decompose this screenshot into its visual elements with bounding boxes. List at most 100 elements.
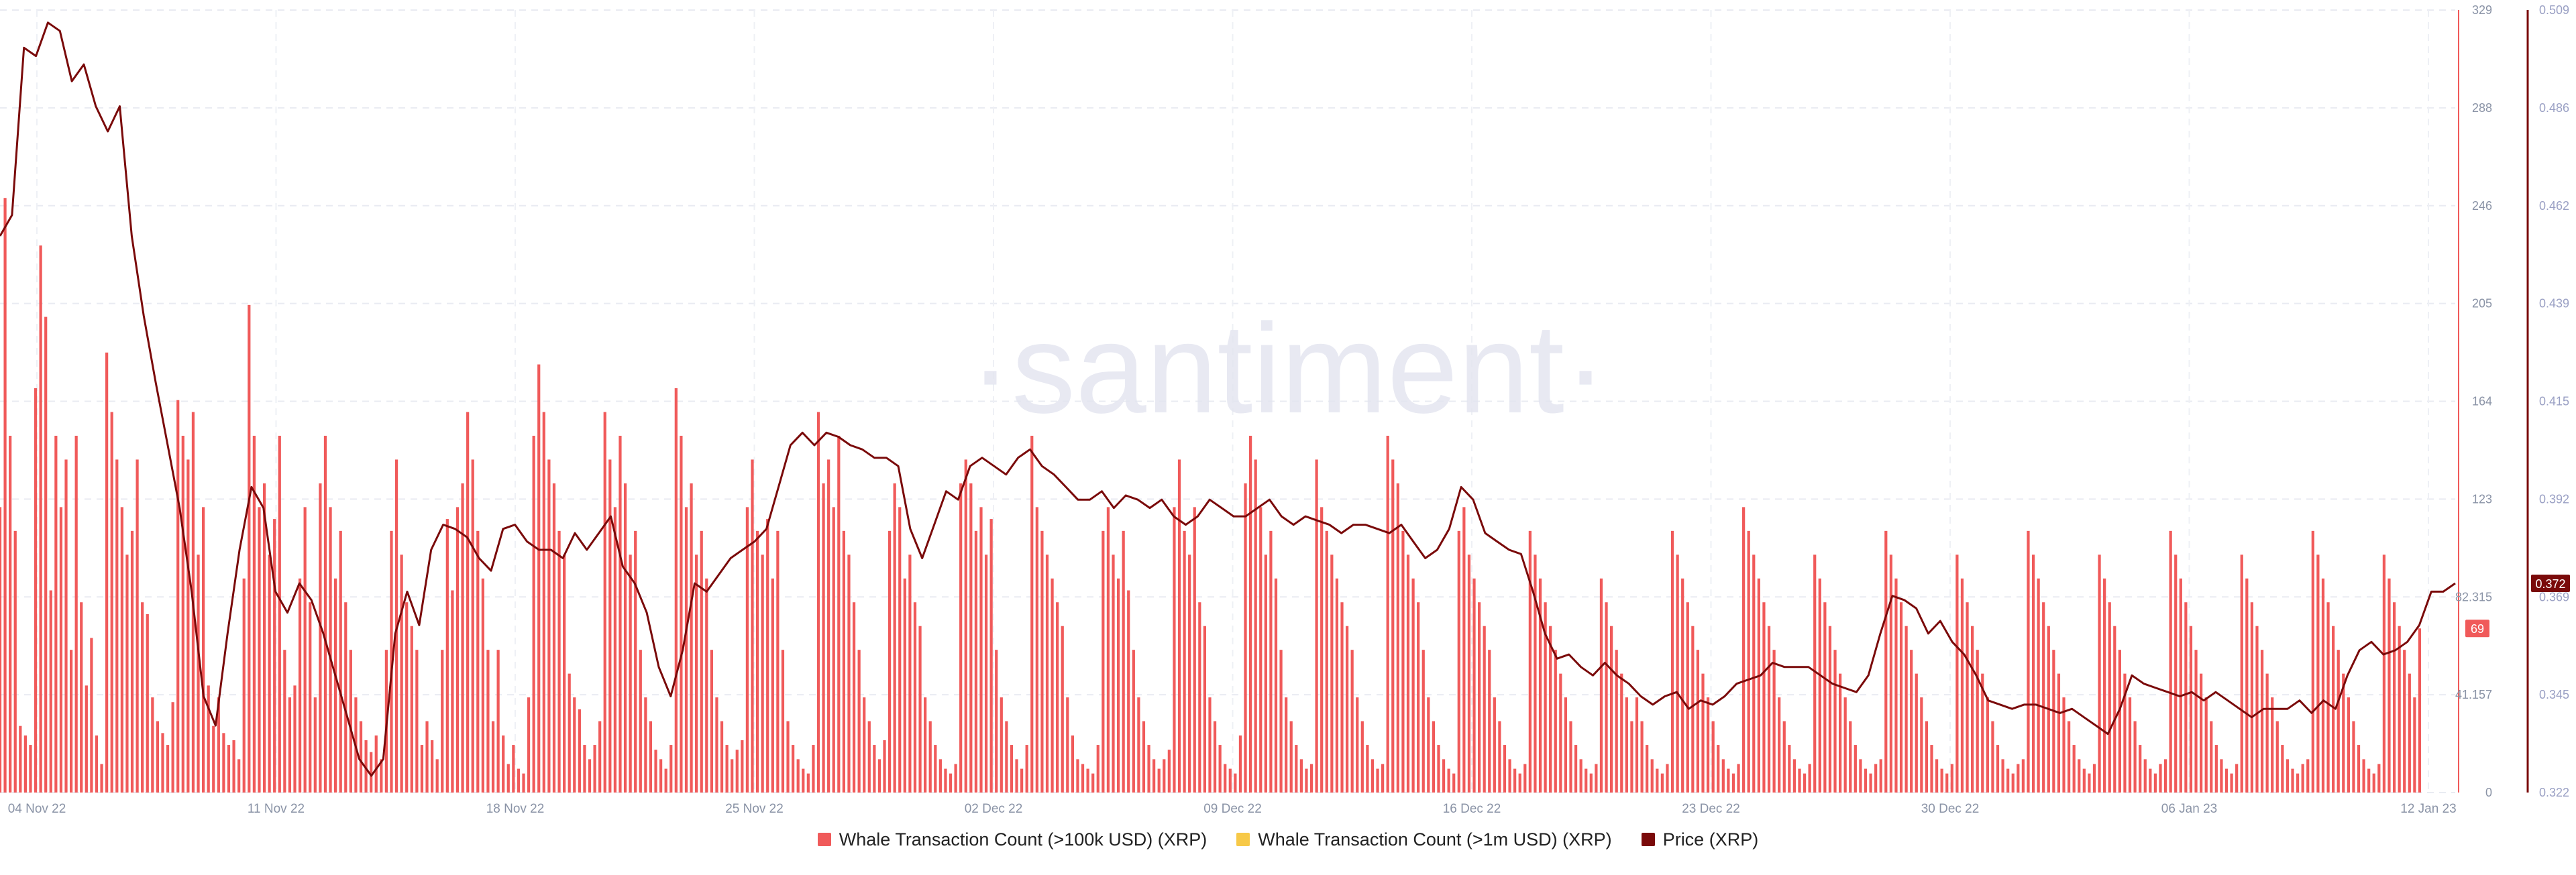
bar <box>1228 768 1232 793</box>
bar <box>151 697 154 793</box>
bar <box>120 507 123 793</box>
bar <box>1076 759 1079 793</box>
bar <box>1808 764 1811 793</box>
bar <box>2337 650 2340 793</box>
bar <box>1427 697 1430 793</box>
bar <box>2326 602 2330 793</box>
count-axis-tick-label: 164 <box>2472 395 2492 408</box>
bar <box>1030 435 1034 793</box>
bar <box>1915 673 1918 793</box>
count-axis-tick-label: 329 <box>2472 3 2492 17</box>
bar <box>1731 773 1735 793</box>
bar <box>1320 507 1324 793</box>
bar <box>2296 773 2300 793</box>
bar <box>1432 721 1436 793</box>
bar <box>1630 721 1633 793</box>
price-badge-label: 0.372 <box>2535 577 2565 591</box>
bar <box>1183 530 1186 793</box>
bar <box>1381 764 1385 793</box>
bar <box>1234 773 1237 793</box>
bar <box>1091 773 1095 793</box>
bar <box>705 578 708 793</box>
bar <box>1828 626 1832 793</box>
bar <box>1585 768 1588 793</box>
bar <box>995 650 998 793</box>
bar <box>19 725 22 793</box>
bar <box>847 555 851 793</box>
bar <box>822 483 825 793</box>
bar <box>1737 764 1740 793</box>
bar <box>761 555 764 793</box>
bar <box>964 459 967 793</box>
bar <box>1899 602 1903 793</box>
bar <box>359 721 363 793</box>
bar <box>1615 650 1618 793</box>
bar <box>2169 530 2172 793</box>
bar <box>1025 745 1028 793</box>
bar <box>2067 721 2071 793</box>
bar <box>186 459 190 793</box>
count-axis-tick-label: 246 <box>2472 199 2492 213</box>
bar <box>613 507 617 793</box>
bar <box>176 400 180 793</box>
legend-item-whale-100k[interactable]: Whale Transaction Count (>100k USD) (XRP… <box>817 829 1207 850</box>
bar <box>852 602 856 793</box>
bar <box>1020 768 1024 793</box>
bar <box>2265 673 2269 793</box>
bar <box>1340 602 1344 793</box>
bar <box>1066 697 1069 793</box>
bar <box>95 735 99 793</box>
bar <box>1035 507 1038 793</box>
bar <box>23 735 27 793</box>
bar <box>1177 459 1181 793</box>
bar <box>1203 626 1207 793</box>
bar <box>1670 530 1674 793</box>
bar <box>1488 650 1491 793</box>
bar <box>2352 721 2355 793</box>
bar <box>1122 530 1125 793</box>
bar <box>1803 773 1807 793</box>
bar <box>1218 745 1222 793</box>
bar <box>1666 764 1669 793</box>
bar <box>1335 578 1339 793</box>
bar <box>1401 530 1405 793</box>
bar <box>639 650 642 793</box>
bar <box>1782 721 1786 793</box>
bar <box>1040 530 1044 793</box>
bar <box>339 530 342 793</box>
bar <box>2031 555 2035 793</box>
bar <box>664 768 667 793</box>
bar <box>1843 697 1847 793</box>
bar <box>695 555 698 793</box>
bar <box>2403 650 2406 793</box>
bar <box>1309 764 1313 793</box>
bar <box>476 530 480 793</box>
bar <box>9 435 12 793</box>
bar <box>146 614 149 793</box>
bar <box>1112 555 1115 793</box>
bar <box>222 733 225 793</box>
bar <box>1849 721 1852 793</box>
bar <box>425 721 429 793</box>
legend-item-whale-1m[interactable]: Whale Transaction Count (>1m USD) (XRP) <box>1236 829 1612 850</box>
legend-label-whale-1m: Whale Transaction Count (>1m USD) (XRP) <box>1258 829 1612 850</box>
bar <box>573 697 576 793</box>
bar <box>2210 721 2213 793</box>
legend-label-price: Price (XRP) <box>1662 829 1759 850</box>
bar <box>735 750 739 793</box>
legend-item-price[interactable]: Price (XRP) <box>1641 829 1759 850</box>
bar <box>1274 578 1278 793</box>
bar <box>0 507 2 793</box>
bar <box>928 721 932 793</box>
bar <box>1966 602 1969 793</box>
bar <box>1102 530 1105 793</box>
bar <box>644 697 647 793</box>
bar <box>867 721 871 793</box>
bar <box>1442 759 1446 793</box>
bar <box>3 198 7 793</box>
bar <box>278 435 281 793</box>
bar <box>816 412 820 793</box>
bar <box>451 590 454 793</box>
bar <box>1920 697 1923 793</box>
bar <box>1163 759 1166 793</box>
